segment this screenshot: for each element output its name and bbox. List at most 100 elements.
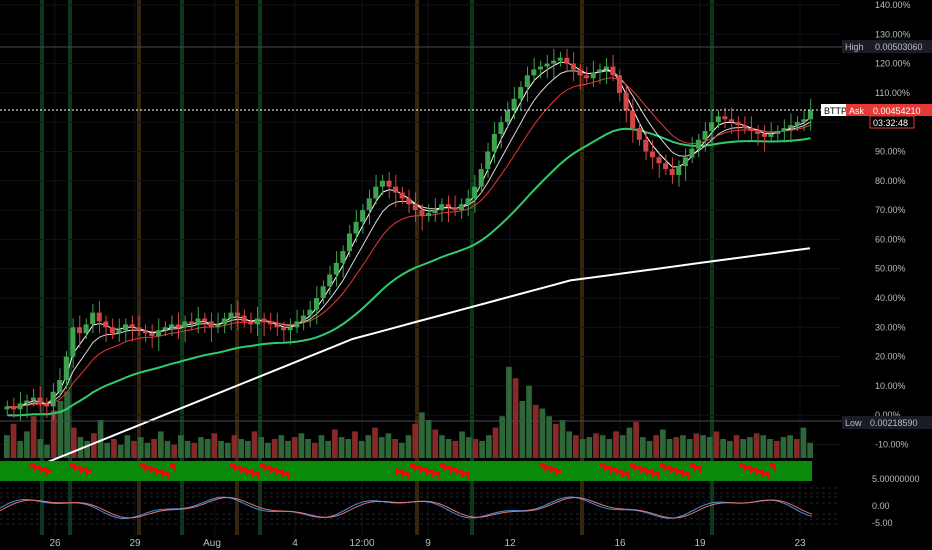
candle-body (234, 312, 241, 316)
trend-strip-cell (761, 470, 764, 477)
price-tick-label: 70.00% (875, 205, 906, 215)
candle-body (570, 63, 576, 70)
candle-body (63, 356, 69, 381)
volume-bar (117, 444, 124, 458)
trend-strip-cell (764, 471, 767, 475)
trend-strip-cell (624, 471, 627, 475)
volume-bar (77, 437, 84, 458)
trend-strip-cell (606, 465, 609, 469)
candle-body (695, 139, 702, 149)
candle-body (162, 327, 168, 331)
trend-strip-cell (639, 466, 642, 473)
candle-body (774, 130, 781, 134)
volume-bar (465, 437, 472, 458)
trend-strip-cell (152, 467, 155, 471)
volume-bar (84, 440, 91, 458)
candle-body (768, 133, 774, 137)
session-band (710, 0, 714, 535)
candle-body (248, 321, 254, 325)
trend-strip-cell (143, 464, 146, 471)
volume-bar (492, 427, 499, 458)
volume-bar (419, 412, 425, 458)
time-tick-label: 29 (129, 538, 141, 549)
volume-bar (318, 435, 325, 458)
candle-body (755, 130, 761, 134)
candle-body (715, 116, 721, 123)
trend-strip-cell (645, 468, 648, 475)
candle-body (465, 198, 471, 205)
volume-bar (91, 433, 97, 458)
price-tick-label: 40.00% (875, 293, 906, 303)
volume-bar (24, 431, 30, 458)
candle-body (728, 119, 734, 123)
trend-strip-cell (434, 471, 437, 475)
volume-bar (653, 435, 660, 458)
trend-strip-cell (404, 471, 407, 475)
candle-body (215, 324, 221, 328)
volume-bar (639, 437, 646, 458)
volume-bar (405, 435, 412, 458)
trend-strip-cell (740, 463, 743, 467)
trend-strip-cell (449, 466, 452, 473)
candle-body (274, 324, 280, 328)
candle-body (630, 110, 636, 129)
volume-bar (787, 435, 793, 458)
trend-strip-cell (272, 467, 275, 471)
trend-strip (0, 461, 812, 481)
candle-body (472, 186, 478, 199)
volume-bar (372, 427, 378, 458)
volume-bar (271, 439, 278, 458)
trend-strip-cell (603, 464, 606, 471)
candle-body (142, 330, 148, 334)
volume-bar (298, 433, 305, 458)
volume-bar (224, 442, 231, 458)
volume-bar (244, 440, 251, 458)
candle-body (307, 309, 313, 316)
candle-body (524, 75, 530, 88)
candle-body (425, 213, 432, 216)
trend-strip-cell (666, 465, 669, 469)
candle-body (327, 274, 333, 287)
candle-body (333, 262, 339, 275)
candle-body (136, 327, 142, 331)
price-tick-label: 130.00% (875, 29, 911, 39)
volume-bar (733, 435, 740, 458)
volume-bar (64, 391, 70, 458)
trend-strip-cell (600, 463, 603, 467)
volume-bar (398, 442, 405, 458)
trend-strip-cell (654, 471, 657, 475)
trend-strip-cell (173, 464, 176, 471)
volume-bar (164, 440, 171, 458)
volume-bar (506, 366, 512, 458)
trend-strip-cell (48, 469, 51, 473)
trend-strip-cell (636, 465, 639, 469)
volume-bar (198, 437, 204, 458)
candle-body (300, 315, 306, 322)
trend-strip-cell (699, 466, 702, 473)
ema-slow-line (7, 77, 811, 408)
volume-bar (265, 442, 271, 458)
trend-strip-cell (263, 464, 266, 471)
volume-bar (579, 439, 586, 458)
time-tick-label: 4 (292, 538, 298, 549)
volume-bar (258, 437, 265, 458)
ema-fast-line (7, 61, 812, 409)
candle-body (314, 298, 320, 310)
volume-bar (338, 437, 345, 458)
candle-body (603, 66, 609, 70)
trend-strip-cell (419, 466, 422, 473)
volume-bar (532, 404, 539, 458)
candle-body (412, 204, 418, 211)
volume-bar (740, 439, 747, 458)
candle-body (129, 324, 135, 328)
price-level-lines (0, 46, 842, 422)
trend-strip-cell (633, 464, 636, 471)
candle-body (37, 397, 43, 404)
candle-body (44, 403, 50, 407)
volume-bar (680, 435, 686, 458)
candle-body (11, 406, 17, 410)
candle-body (76, 327, 83, 334)
candle-body (267, 321, 273, 325)
